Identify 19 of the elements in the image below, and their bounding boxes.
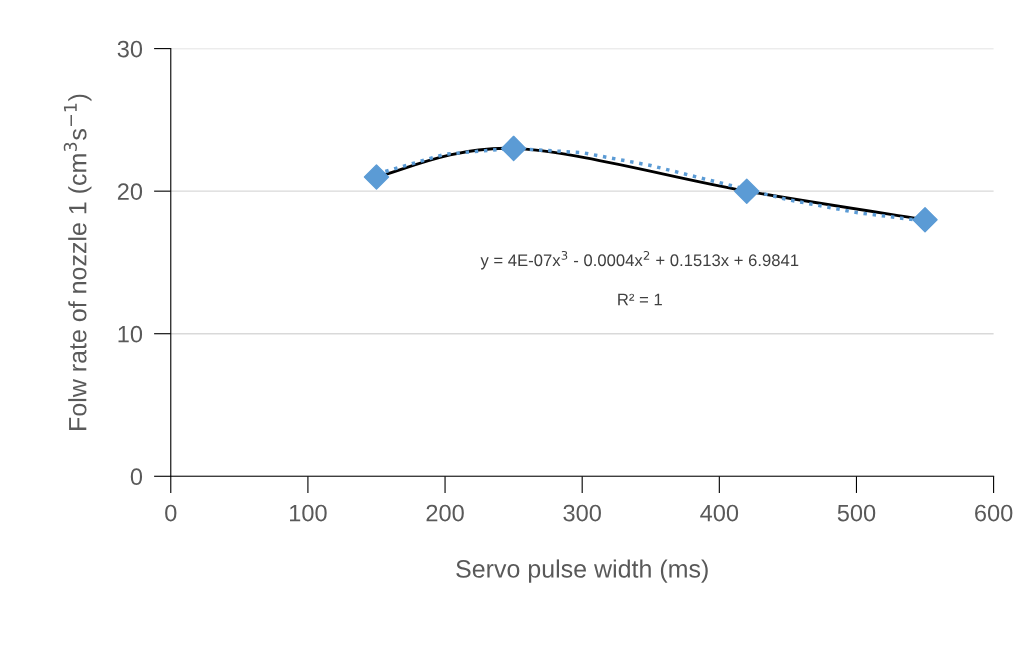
x-tick-label: 500 [837,504,876,522]
y-axis-title: Folw rate of nozzle 1 (cm$^{3}$s$^{−1}$) [63,94,92,430]
x-tick-label: 100 [290,504,327,522]
x-tick-label: 200 [426,504,464,522]
y-tick-label: 10 [118,325,143,343]
x-tick-label: 400 [700,504,739,522]
annotation: R² = 1 [618,293,662,306]
y-tick-label: 0 [130,468,143,486]
y-tick-label: 20 [117,183,143,200]
point [734,178,760,204]
x-tick-label: 600 [975,504,1013,522]
x-axis-title: Servo pulse width (ms) [456,559,708,583]
point [500,135,527,162]
annotation: y = 4E-07x$^{3}$ - 0.0004x$^{2}$ + 0.1513x + 6.9841 [480,250,799,270]
point [363,164,390,190]
point [912,206,938,233]
y-tick-label: 30 [117,40,143,58]
x-tick-label: 300 [563,504,601,522]
x-tick-label: 0 [165,504,177,522]
